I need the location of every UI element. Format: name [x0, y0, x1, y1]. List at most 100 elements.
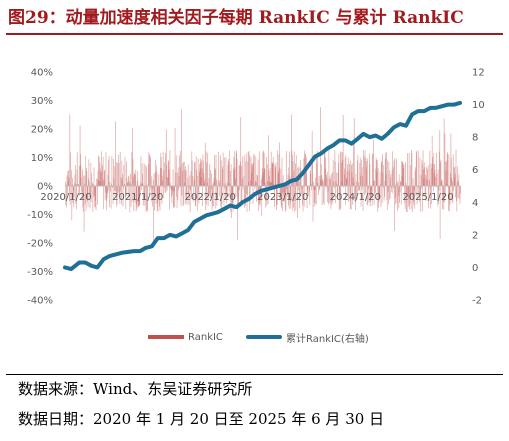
rankic-bar	[216, 179, 217, 186]
rankic-bar	[83, 175, 85, 186]
rankic-bar	[159, 168, 161, 186]
rankic-bar	[119, 186, 120, 196]
rankic-bar	[330, 186, 332, 209]
rankic-bar	[443, 118, 445, 186]
rankic-bar	[366, 161, 368, 186]
rankic-bar	[266, 157, 267, 186]
rankic-bar	[291, 154, 293, 186]
rankic-bar	[137, 186, 139, 207]
rankic-bar	[307, 186, 309, 196]
rankic-bar	[340, 186, 342, 210]
rankic-bar	[169, 186, 170, 210]
rankic-bar	[244, 186, 246, 209]
rankic-bar	[113, 158, 114, 186]
rankic-bar	[355, 181, 357, 186]
rankic-bar	[288, 167, 290, 186]
rankic-bar	[157, 186, 158, 204]
rankic-bar	[172, 186, 174, 192]
rankic-bar	[193, 180, 195, 186]
rankic-bar	[124, 184, 126, 186]
rankic-bar	[80, 165, 82, 186]
rankic-bar	[195, 156, 197, 186]
rankic-bar	[377, 168, 379, 186]
rankic-bar	[335, 186, 337, 204]
rankic-bar	[217, 151, 219, 186]
rankic-bar	[175, 172, 177, 186]
rankic-bar	[99, 181, 100, 186]
left-tick-label: -10%	[27, 210, 53, 221]
rankic-bar	[440, 159, 442, 186]
rankic-bar	[205, 151, 207, 186]
rankic-bar	[347, 186, 349, 203]
rankic-bar	[422, 186, 424, 212]
rankic-bar	[124, 156, 126, 186]
rankic-bar	[150, 186, 152, 202]
rankic-bar	[167, 177, 169, 186]
rankic-bar	[396, 182, 398, 186]
rankic-bar	[353, 142, 354, 186]
rankic-bar	[104, 186, 106, 200]
rankic-bar	[84, 186, 86, 205]
rankic-bar	[281, 157, 283, 186]
rankic-bar	[326, 171, 328, 186]
rankic-bar	[204, 181, 205, 186]
rankic-bar	[77, 184, 79, 186]
rankic-bar	[118, 154, 120, 186]
rankic-bar	[439, 130, 441, 186]
rankic-bar	[263, 152, 265, 186]
rankic-bar	[341, 181, 343, 186]
rankic-bar	[97, 155, 99, 186]
rankic-bar	[256, 175, 258, 186]
rankic-bar	[145, 186, 147, 188]
rankic-bar	[177, 172, 178, 186]
rankic-bar	[278, 154, 280, 186]
rankic-bar	[179, 155, 180, 186]
rankic-bar	[167, 161, 169, 186]
rankic-bar	[330, 186, 332, 205]
rankic-bar	[311, 184, 313, 186]
rankic-bar	[260, 179, 262, 186]
rankic-bar	[182, 186, 184, 207]
legend-label-cumulative: 累计RankIC(右轴)	[286, 333, 369, 345]
rankic-bar	[67, 171, 69, 186]
left-tick-label: 20%	[31, 125, 53, 136]
rankic-bar	[91, 186, 93, 188]
left-tick-label: 40%	[31, 68, 53, 79]
rankic-bar	[206, 186, 207, 205]
rankic-bar	[305, 171, 307, 186]
rankic-bar	[258, 151, 260, 186]
rankic-bar	[158, 186, 160, 197]
rankic-bar	[232, 186, 234, 203]
rankic-bar	[359, 162, 361, 186]
rankic-bar	[163, 186, 164, 198]
rankic-bar	[223, 157, 225, 186]
rankic-bar	[417, 150, 419, 186]
rankic-bar	[252, 163, 253, 186]
rankic-bar	[455, 186, 457, 198]
rankic-bar	[445, 162, 447, 186]
rankic-bar	[402, 162, 404, 186]
rankic-bar	[74, 182, 75, 186]
rankic-bar	[361, 167, 363, 186]
right-axis-ticks: 12 10 8 6 4 2 0 -2	[472, 68, 485, 307]
rankic-bar	[81, 186, 83, 199]
rankic-bar	[299, 186, 300, 209]
rankic-bar	[165, 129, 167, 186]
rankic-bar	[119, 186, 121, 205]
rankic-bar	[419, 186, 420, 202]
rankic-bar	[170, 186, 172, 190]
rankic-bar	[140, 183, 141, 186]
rankic-bar	[151, 176, 153, 186]
rankic-bar	[231, 186, 233, 198]
rankic-bar	[110, 186, 112, 192]
rankic-bar	[405, 162, 406, 186]
rankic-bar	[266, 164, 268, 186]
rankic-bar	[450, 133, 452, 186]
rankic-bar	[456, 186, 458, 212]
rankic-bar	[334, 186, 335, 189]
rankic-bar	[247, 161, 249, 186]
rankic-bar	[87, 186, 89, 202]
rankic-bar	[394, 186, 395, 231]
rankic-bar	[131, 152, 133, 186]
left-axis-ticks: 40% 30% 20% 10% 0% -10% -20% -30% -40%	[27, 68, 53, 307]
